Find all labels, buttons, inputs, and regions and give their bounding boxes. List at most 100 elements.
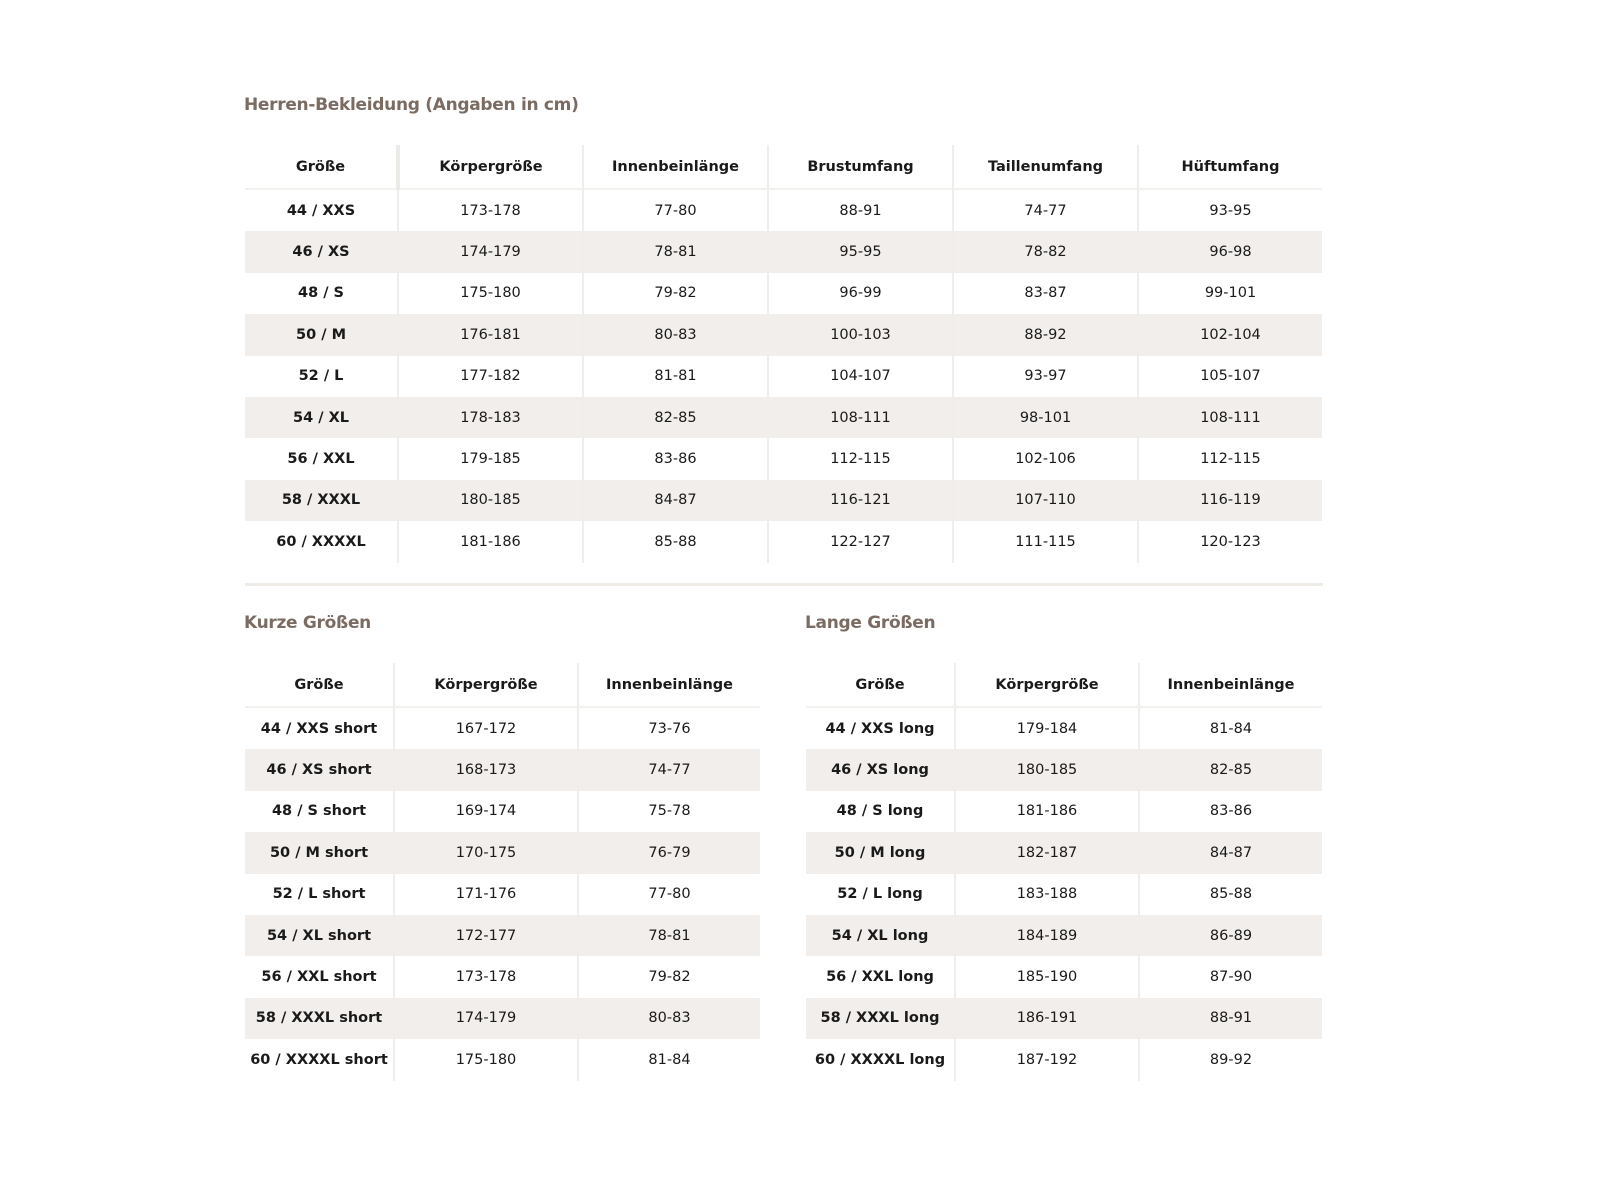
table-row: 44 / XXS 173-178 77-80 88-91 74-77 93-95 (245, 189, 1322, 232)
measurement-cell: 99-101 (1137, 272, 1322, 315)
measurement-cell: 167-172 (393, 707, 578, 750)
measurement-cell: 173-178 (397, 189, 583, 232)
measurement-cell: 81-84 (1138, 707, 1322, 750)
measurement-cell: 79-82 (577, 956, 760, 998)
size-label-cell: 44 / XXS short (260, 720, 378, 737)
short-sizes-title: Kurze Größen (244, 613, 371, 633)
table-row: 60 / XXXXL long 187-192 89-92 (806, 1039, 1322, 1081)
table-row: 58 / XXXL long 186-191 88-91 (806, 997, 1322, 1040)
measurement-cell: 74-77 (952, 189, 1138, 232)
table-row: 44 / XXS short 167-172 73-76 (245, 707, 760, 750)
size-label-cell: 52 / L (298, 368, 344, 385)
column-header: Hüftumfang (1137, 145, 1322, 190)
size-table-short: Größe Körpergröße Innenbeinlänge 44 / XXS s… (245, 663, 760, 1081)
main-title: Herren-Bekleidung (Angaben in cm) (244, 95, 579, 115)
measurement-cell: 83-86 (1138, 790, 1322, 833)
table-row: 46 / XS long 180-185 82-85 (806, 749, 1322, 791)
measurement-cell: 96-99 (767, 272, 953, 315)
measurement-cell: 183-188 (954, 873, 1139, 915)
measurement-cell: 82-85 (582, 396, 768, 439)
measurement-cell: 184-189 (954, 914, 1139, 957)
table-row: 56 / XXL short 173-178 79-82 (245, 956, 760, 998)
measurement-cell: 102-106 (952, 438, 1138, 480)
size-label-cell: 58 / XXXL (245, 479, 398, 522)
size-label-cell: 50 / M (245, 314, 398, 356)
size-label-cell: 52 / L short (272, 886, 366, 903)
measurement-cell: 174-179 (393, 997, 578, 1040)
measurement-cell: 88-91 (1138, 997, 1322, 1040)
measurement-cell: 177-182 (397, 355, 583, 397)
size-label-cell: 56 / XXL long (826, 969, 934, 986)
measurement-cell: 178-183 (397, 396, 583, 439)
measurement-cell: 170-175 (393, 832, 578, 874)
measurement-cell: 83-87 (952, 272, 1138, 315)
measurement-cell: 187-192 (954, 1039, 1139, 1081)
measurement-cell: 86-89 (1138, 914, 1322, 957)
measurement-cell: 111-115 (952, 521, 1138, 563)
measurement-cell: 172-177 (393, 914, 578, 957)
measurement-cell: 75-78 (577, 790, 760, 833)
table-row: 54 / XL 178-183 82-85 108-111 98-101 108-111 (245, 396, 1322, 439)
table-row: 58 / XXXL 180-185 84-87 116-121 107-110 116-1… (245, 479, 1322, 522)
table-row: 58 / XXXL short 174-179 80-83 (245, 997, 760, 1040)
measurement-cell: 179-184 (954, 707, 1139, 750)
column-header: Größe (245, 145, 398, 190)
column-header: Brustumfang (767, 145, 953, 190)
table-row: 48 / S short 169-174 75-78 (245, 790, 760, 833)
measurement-cell: 120-123 (1137, 521, 1322, 563)
size-label-cell: 60 / XXXXL short (250, 1051, 388, 1068)
measurement-cell: 88-91 (767, 189, 953, 232)
size-label-cell: 54 / XL short (245, 914, 394, 957)
measurement-cell: 81-84 (577, 1039, 760, 1081)
measurement-cell: 77-80 (582, 189, 768, 232)
size-label-cell: 56 / XXL (287, 451, 355, 468)
table-row: 46 / XS short 168-173 74-77 (245, 749, 760, 791)
header-row: Größe Körpergröße Innenbeinlänge (806, 663, 1322, 708)
measurement-cell: 176-181 (397, 314, 583, 356)
table-row: 50 / M short 170-175 76-79 (245, 832, 760, 874)
measurement-cell: 87-90 (1138, 956, 1322, 998)
size-label-cell: 54 / XL (245, 396, 398, 439)
size-label-cell: 56 / XXL short (261, 969, 377, 986)
table-row: 52 / L 177-182 81-81 104-107 93-97 105-107 (245, 355, 1322, 397)
measurement-cell: 78-82 (952, 231, 1138, 273)
size-label-cell: 44 / XXS long (825, 720, 935, 737)
measurement-cell: 105-107 (1137, 355, 1322, 397)
measurement-cell: 85-88 (1138, 873, 1322, 915)
measurement-cell: 175-180 (397, 272, 583, 315)
measurement-cell: 74-77 (577, 749, 760, 791)
table-row: 56 / XXL 179-185 83-86 112-115 102-106 112-11… (245, 438, 1322, 480)
column-header: Taillenumfang (952, 145, 1138, 190)
measurement-cell: 180-185 (954, 749, 1139, 791)
table-row: 56 / XXL long 185-190 87-90 (806, 956, 1322, 998)
table-row: 50 / M 176-181 80-83 100-103 88-92 102-104 (245, 314, 1322, 356)
table-row: 54 / XL short 172-177 78-81 (245, 914, 760, 957)
column-header: Körpergröße (396, 145, 583, 190)
measurement-cell: 83-86 (582, 438, 768, 480)
measurement-cell: 98-101 (952, 396, 1138, 439)
header-row: Größe Körpergröße Innenbeinlänge Brustumfan… (245, 145, 1322, 190)
measurement-cell: 181-186 (397, 521, 583, 563)
measurement-cell: 104-107 (767, 355, 953, 397)
measurement-cell: 181-186 (954, 790, 1139, 833)
section-divider (245, 583, 1323, 586)
measurement-cell: 171-176 (393, 873, 578, 915)
measurement-cell: 100-103 (767, 314, 953, 356)
measurement-cell: 78-81 (577, 914, 760, 957)
measurement-cell: 84-87 (1138, 832, 1322, 874)
measurement-cell: 107-110 (952, 479, 1138, 522)
size-label-cell: 48 / S long (836, 803, 924, 820)
table-row: 60 / XXXXL 181-186 85-88 122-127 111-115 120-… (245, 521, 1322, 563)
long-sizes-title: Lange Größen (805, 613, 936, 633)
measurement-cell: 88-92 (952, 314, 1138, 356)
size-table-main: Größe Körpergröße Innenbeinlänge Brustumfan… (245, 145, 1322, 563)
table-row: 44 / XXS long 179-184 81-84 (806, 707, 1322, 750)
measurement-cell: 85-88 (582, 521, 768, 563)
measurement-cell: 76-79 (577, 832, 760, 874)
column-header: Innenbeinlänge (1138, 663, 1322, 708)
size-label-cell: 48 / S short (271, 803, 367, 820)
column-header: Größe (245, 663, 394, 708)
table-row: 60 / XXXXL short 175-180 81-84 (245, 1039, 760, 1081)
size-label-cell: 50 / M short (245, 832, 394, 874)
size-label-cell: 58 / XXXL short (245, 997, 394, 1040)
